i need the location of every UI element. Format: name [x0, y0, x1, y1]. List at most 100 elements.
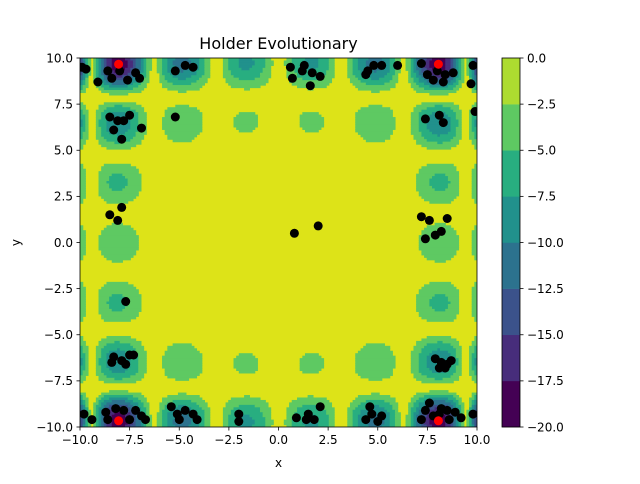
contour-cell	[265, 424, 272, 427]
contour-cell	[328, 65, 335, 69]
contour-cell	[101, 370, 113, 374]
contour-cell	[101, 353, 108, 357]
contour-cell	[286, 424, 293, 427]
contour-cell	[474, 124, 477, 128]
contour-cell	[408, 77, 415, 81]
contour-cell	[101, 166, 137, 170]
contour-cell	[418, 72, 425, 76]
contour-cell	[469, 399, 473, 403]
contour-cell	[93, 67, 97, 71]
contour-cell	[413, 402, 420, 406]
contour-cell	[466, 65, 470, 69]
contour-cell	[392, 77, 399, 81]
contour-cell	[352, 422, 359, 426]
contour-cell	[228, 424, 240, 427]
contour-cell	[103, 254, 134, 258]
contour-cell	[410, 363, 420, 367]
contour-cell	[117, 134, 121, 138]
contour-cell	[95, 67, 100, 71]
contour-cell	[416, 173, 436, 177]
contour-cell	[130, 75, 137, 79]
contour-cell	[447, 306, 460, 310]
contour-cell	[101, 67, 105, 71]
contour-cell	[82, 87, 86, 91]
contour-cell	[103, 60, 108, 64]
contour-cell	[357, 372, 393, 376]
contour-cell	[80, 244, 86, 249]
contour-cell	[162, 65, 168, 69]
contour-cell	[447, 350, 457, 354]
contour-cell	[82, 75, 86, 79]
contour-cell	[424, 60, 430, 64]
contour-cell	[429, 92, 449, 96]
contour-cell	[474, 318, 477, 322]
contour-cell	[135, 60, 142, 64]
contour-cell	[434, 308, 446, 312]
contour-cell	[124, 370, 139, 374]
contour-cell	[101, 80, 108, 84]
contour-cell	[453, 65, 457, 69]
contour-cell	[101, 232, 137, 236]
contour-cell	[85, 353, 89, 357]
contour-cell	[82, 119, 86, 123]
contour-cell	[450, 107, 460, 111]
contour-cell	[474, 58, 477, 62]
contour-cell	[82, 358, 86, 362]
contour-cell	[418, 124, 428, 128]
contour-cell	[368, 104, 383, 108]
contour-cell	[408, 70, 412, 74]
contour-cell	[85, 404, 89, 408]
contour-cell	[204, 417, 211, 421]
contour-cell	[474, 72, 477, 76]
contour-cell	[474, 360, 477, 364]
contour-cell	[418, 363, 428, 367]
contour-cell	[474, 144, 477, 148]
contour-cell	[291, 422, 303, 426]
contour-cell	[228, 417, 240, 421]
contour-cell	[418, 247, 460, 251]
contour-cell	[413, 87, 425, 91]
contour-cell	[442, 104, 460, 108]
contour-cell	[138, 355, 147, 359]
contour-cell	[98, 240, 139, 244]
contour-cell	[238, 60, 256, 64]
contour-cell	[222, 412, 232, 416]
contour-cell	[109, 131, 126, 135]
contour-cell	[418, 242, 460, 246]
contour-cell	[469, 136, 475, 140]
contour-cell	[95, 58, 100, 62]
contour-cell	[455, 353, 462, 357]
contour-cell	[103, 109, 137, 113]
contour-cell	[80, 422, 84, 426]
contour-cell	[421, 252, 457, 256]
contour-cell	[424, 82, 433, 86]
contour-cell	[95, 353, 102, 357]
contour-cell	[466, 412, 470, 416]
contour-cell	[119, 348, 137, 352]
contour-cell	[474, 87, 477, 91]
contour-cell	[410, 370, 420, 374]
contour-cell	[103, 424, 108, 427]
contour-cell	[408, 404, 415, 408]
contour-cell	[394, 58, 401, 62]
contour-cell	[167, 417, 176, 421]
contour-cell	[389, 70, 396, 74]
contour-cell	[98, 424, 102, 427]
contour-cell	[389, 60, 396, 64]
contour-cell	[132, 82, 142, 86]
contour-cell	[132, 62, 137, 66]
contour-cell	[297, 409, 327, 413]
contour-cell	[469, 348, 475, 352]
contour-cell	[357, 395, 391, 399]
contour-cell	[474, 227, 477, 231]
contour-cell	[458, 360, 462, 364]
contour-cell	[418, 370, 433, 374]
contour-cell	[410, 412, 415, 416]
contour-cell	[130, 424, 137, 427]
contour-cell	[262, 414, 272, 418]
contour-cell	[474, 399, 477, 403]
contour-cell	[471, 188, 477, 192]
contour-cell	[416, 183, 430, 187]
contour-cell	[458, 82, 462, 86]
contour-cell	[85, 77, 89, 81]
